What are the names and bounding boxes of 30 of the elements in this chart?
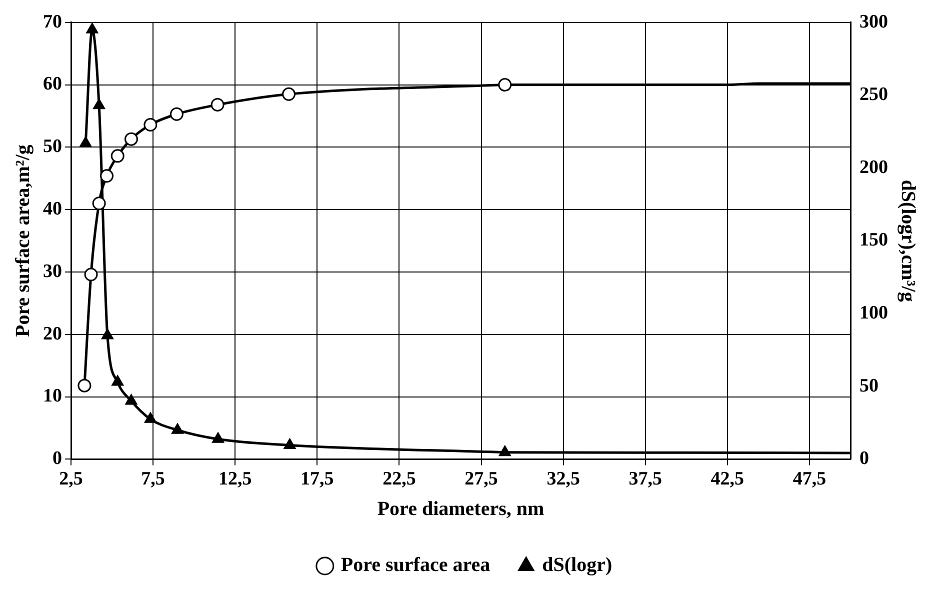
y2-tick-label: 250 (860, 84, 888, 106)
y2-axis-title: dS(logr),cm³/g (896, 180, 919, 302)
x-tick-label: 37,5 (628, 468, 662, 490)
x-tick-label: 17,5 (300, 468, 334, 490)
x-tick-label: 12,5 (218, 468, 252, 490)
y2-tick-label: 200 (860, 156, 888, 178)
y-tick-label: 20 (43, 323, 62, 344)
y-tick-label: 60 (43, 74, 62, 95)
y2-tick-label: 100 (860, 302, 888, 324)
x-tick-label: 2,5 (59, 468, 83, 490)
x-tick-label: 47,5 (792, 468, 826, 490)
y-tick-label: 40 (43, 198, 62, 220)
x-axis-title: Pore diameters, nm (377, 498, 544, 520)
y-axis-title: Pore surface area,m²/g (12, 144, 34, 338)
y2-tick-label: 300 (860, 11, 888, 32)
y2-tick-label: 50 (860, 375, 878, 396)
x-tick-label: 7,5 (141, 468, 165, 490)
y-tick-label: 30 (43, 260, 62, 282)
x-tick-label: 22,5 (382, 468, 416, 490)
x-tick-label: 27,5 (464, 468, 498, 490)
legend-label: dS(logr) (542, 554, 612, 576)
y2-tick-label: 0 (860, 448, 869, 470)
y-tick-label: 70 (43, 11, 62, 32)
y-tick-label: 0 (52, 448, 62, 470)
y-tick-label: 50 (43, 136, 62, 158)
legend-label: Pore surface area (340, 554, 490, 576)
y2-tick-label: 150 (860, 230, 888, 251)
y-tick-label: 10 (43, 386, 62, 407)
x-tick-label: 32,5 (546, 468, 580, 490)
x-tick-label: 42,5 (710, 468, 744, 490)
